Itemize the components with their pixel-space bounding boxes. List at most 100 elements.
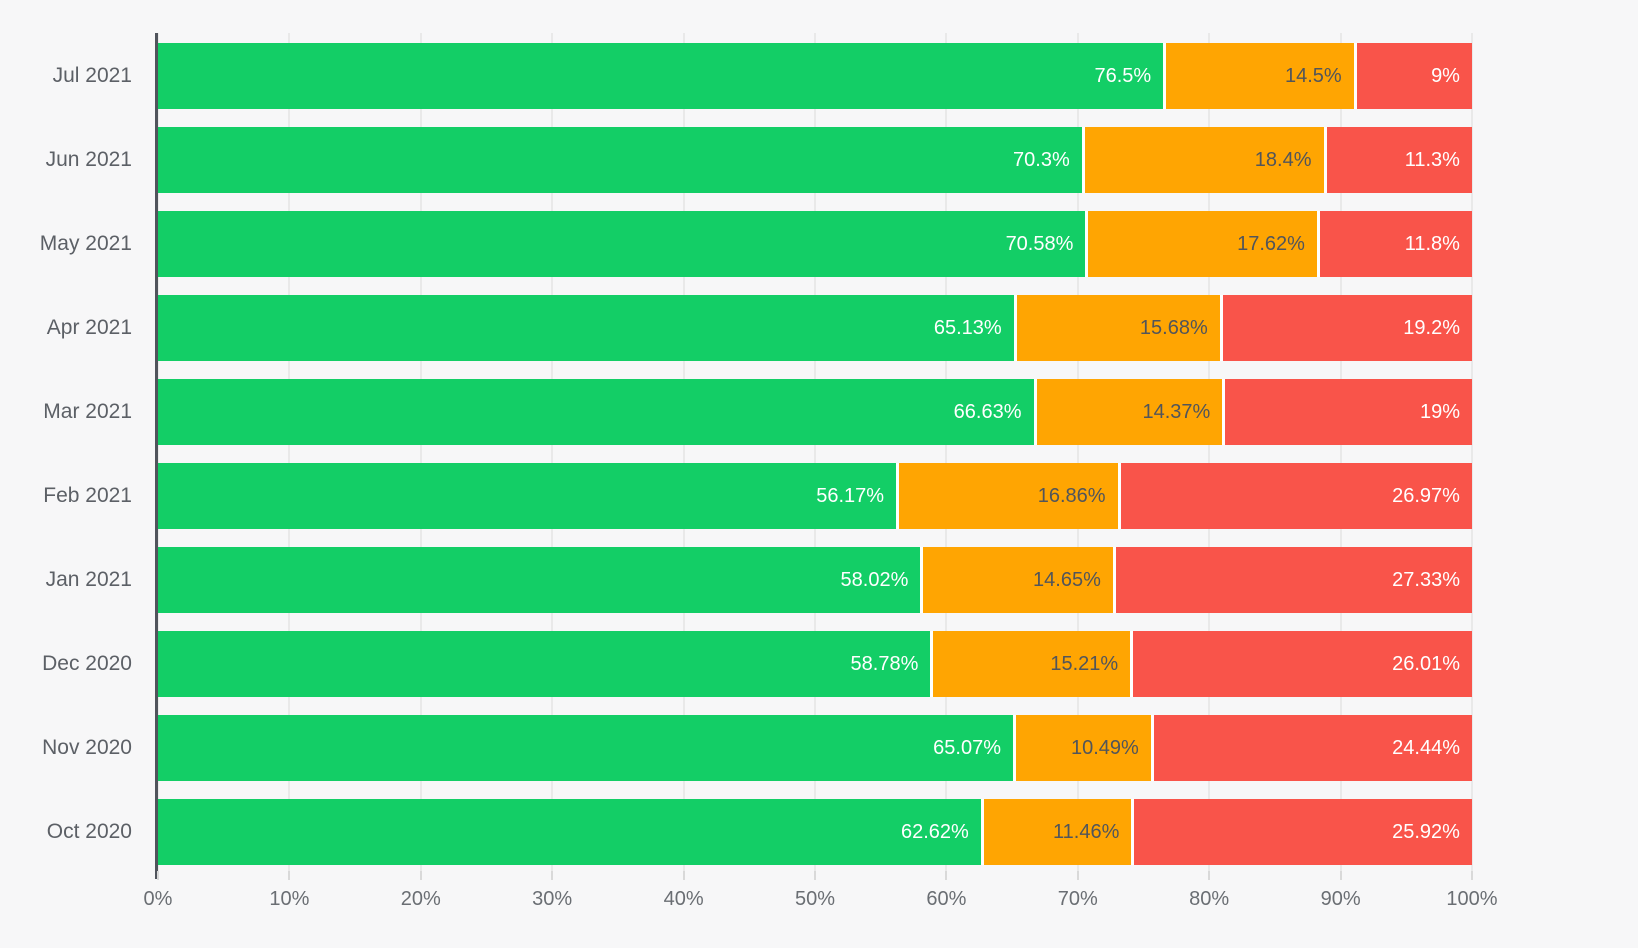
plot-area: 76.5% 14.5% 9% 70.3% 18.4% 11.3% 70.58% 17.62% 1… xyxy=(157,33,1473,871)
bar-value-label: 15.68% xyxy=(1139,316,1208,339)
y-axis-label: Nov 2020 xyxy=(42,736,132,759)
x-axis-tick xyxy=(551,871,554,880)
bar-value-label: 26.97% xyxy=(1392,484,1460,507)
x-axis-tick-label: 70% xyxy=(1057,888,1098,910)
bar-segment-red[interactable]: 19.2% xyxy=(1219,295,1472,361)
x-axis-tick-label: 30% xyxy=(532,888,573,910)
bar-segment-green[interactable]: 58.02% xyxy=(158,547,921,613)
bar-segment-red[interactable]: 9% xyxy=(1353,43,1472,109)
gridline xyxy=(157,33,159,871)
bar-value-label: 58.02% xyxy=(840,568,909,591)
bar-row: 70.3% 18.4% 11.3% xyxy=(158,127,1472,193)
bar-value-label: 16.86% xyxy=(1037,484,1106,507)
bar-value-label: 10.49% xyxy=(1071,736,1139,759)
bar-segment-green[interactable]: 76.5% xyxy=(158,43,1164,109)
bar-segment-red[interactable]: 26.97% xyxy=(1117,463,1472,529)
bar-row: 65.07% 10.49% 24.44% xyxy=(158,715,1472,781)
bar-segment-orange[interactable]: 14.5% xyxy=(1163,43,1354,109)
gridline xyxy=(551,33,554,871)
bar-value-label: 56.17% xyxy=(816,484,885,507)
y-axis-label: Mar 2021 xyxy=(43,400,132,423)
bar-value-label: 18.4% xyxy=(1254,148,1312,171)
bar-value-label: 15.21% xyxy=(1050,652,1119,675)
bar-value-label: 14.65% xyxy=(1033,568,1101,591)
x-axis-tick xyxy=(814,871,816,880)
bar-value-label: 65.13% xyxy=(933,316,1002,339)
y-axis-line xyxy=(155,33,158,879)
bar-row: 66.63% 14.37% 19% xyxy=(158,379,1472,445)
gridline xyxy=(814,33,816,871)
bar-segment-orange[interactable]: 16.86% xyxy=(896,463,1118,529)
bar-segment-red[interactable]: 27.33% xyxy=(1112,547,1472,613)
bar-segment-orange[interactable]: 11.46% xyxy=(980,799,1132,865)
bar-segment-red[interactable]: 11.8% xyxy=(1316,211,1472,277)
bar-value-label: 17.62% xyxy=(1237,232,1305,255)
bar-segment-green[interactable]: 65.13% xyxy=(158,295,1014,361)
bar-value-label: 14.5% xyxy=(1285,64,1342,87)
bar-row: 62.62% 11.46% 25.92% xyxy=(158,799,1472,865)
bar-segment-red[interactable]: 11.3% xyxy=(1323,127,1472,193)
bar-row: 76.5% 14.5% 9% xyxy=(158,43,1472,109)
x-axis-tick-label: 60% xyxy=(926,888,967,910)
bar-value-label: 65.07% xyxy=(933,736,1002,759)
bar-segment-orange[interactable]: 14.65% xyxy=(920,547,1113,613)
bar-segment-orange[interactable]: 15.21% xyxy=(930,631,1131,697)
y-axis-label: Feb 2021 xyxy=(43,484,132,507)
x-axis-tick-label: 50% xyxy=(794,888,836,910)
bar-value-label: 70.3% xyxy=(1013,148,1070,171)
bar-row: 65.13% 15.68% 19.2% xyxy=(158,295,1472,361)
gridline xyxy=(1208,33,1211,871)
bar-segment-red[interactable]: 25.92% xyxy=(1131,799,1472,865)
bar-value-label: 11.3% xyxy=(1404,148,1460,171)
x-axis-tick-label: 10% xyxy=(269,888,310,910)
gridline xyxy=(1471,33,1473,871)
y-axis-label: Jun 2021 xyxy=(45,148,132,171)
bar-value-label: 25.92% xyxy=(1392,820,1460,843)
bar-segment-green[interactable]: 66.63% xyxy=(158,379,1034,445)
x-axis-tick-label: 100% xyxy=(1446,888,1498,910)
x-axis-tick xyxy=(1208,871,1211,880)
x-axis-tick xyxy=(1339,871,1342,880)
bar-segment-orange[interactable]: 14.37% xyxy=(1033,379,1223,445)
x-axis-tick-label: 0% xyxy=(143,888,173,910)
bar-value-label: 19% xyxy=(1419,400,1460,423)
bar-value-label: 24.44% xyxy=(1392,736,1460,759)
bar-segment-red[interactable]: 24.44% xyxy=(1150,715,1472,781)
bar-value-label: 26.01% xyxy=(1392,652,1460,675)
bar-segment-green[interactable]: 70.58% xyxy=(158,211,1086,277)
y-axis-label: Apr 2021 xyxy=(46,316,132,339)
y-axis-label: Jul 2021 xyxy=(52,64,132,87)
x-axis-tick xyxy=(1471,871,1473,880)
bar-segment-orange[interactable]: 10.49% xyxy=(1013,715,1151,781)
bar-segment-red[interactable]: 19% xyxy=(1222,379,1472,445)
bar-value-label: 11.46% xyxy=(1053,820,1120,843)
bar-segment-orange[interactable]: 15.68% xyxy=(1013,295,1220,361)
gridline xyxy=(945,33,948,871)
bar-segment-orange[interactable]: 18.4% xyxy=(1081,127,1324,193)
x-axis-tick xyxy=(157,871,159,880)
bar-row: 58.02% 14.65% 27.33% xyxy=(158,547,1472,613)
bar-value-label: 14.37% xyxy=(1142,400,1211,423)
x-axis-tick xyxy=(419,871,422,880)
bar-value-label: 27.33% xyxy=(1392,568,1460,591)
y-axis-label: Dec 2020 xyxy=(42,652,132,675)
bar-value-label: 62.62% xyxy=(900,820,969,843)
bar-segment-green[interactable]: 65.07% xyxy=(158,715,1014,781)
bar-segment-green[interactable]: 62.62% xyxy=(158,799,981,865)
y-axis-label: May 2021 xyxy=(39,232,132,255)
bar-value-label: 58.78% xyxy=(850,652,919,675)
bar-segment-green[interactable]: 58.78% xyxy=(158,631,931,697)
bar-value-label: 11.8% xyxy=(1404,232,1460,255)
x-axis-tick-label: 20% xyxy=(400,888,441,910)
bar-segment-green[interactable]: 56.17% xyxy=(158,463,897,529)
bar-segment-orange[interactable]: 17.62% xyxy=(1085,211,1317,277)
x-axis-tick-label: 90% xyxy=(1320,888,1361,910)
x-axis-tick xyxy=(682,871,685,880)
bar-row: 58.78% 15.21% 26.01% xyxy=(158,631,1472,697)
bar-row: 56.17% 16.86% 26.97% xyxy=(158,463,1472,529)
y-axis-label: Oct 2020 xyxy=(46,820,132,843)
bar-value-label: 66.63% xyxy=(953,400,1022,423)
bar-segment-red[interactable]: 26.01% xyxy=(1130,631,1472,697)
bar-segment-green[interactable]: 70.3% xyxy=(158,127,1082,193)
gridline xyxy=(288,33,291,871)
